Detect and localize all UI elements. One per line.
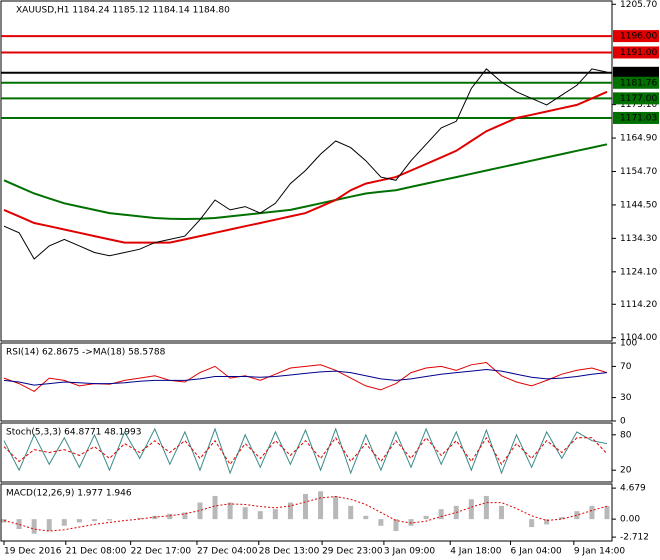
histogram-bar (393, 519, 399, 532)
histogram-bar (227, 502, 233, 520)
level-label: 1171.03 (620, 113, 657, 123)
series-line (3, 436, 608, 466)
panel-title: Stoch(5,3,3) 64.8771 48.1993 (6, 428, 141, 438)
y-tick-label: -2.712 (620, 533, 649, 543)
panel-title: MACD(12,26,9) 1.977 1.946 (6, 489, 132, 499)
x-tick-label: 6 Jan 04:00 (511, 547, 563, 557)
series-line (3, 427, 608, 475)
level-label: 1181.76 (620, 78, 657, 88)
y-tick-label: 1134.30 (620, 234, 657, 244)
histogram-bar (423, 515, 429, 520)
x-tick-label: 21 Dec 08:00 (66, 547, 127, 557)
histogram-bar (348, 505, 354, 520)
x-tick-label: 19 Dec 2016 (4, 547, 62, 557)
histogram-bar (76, 519, 82, 523)
x-tick-label: 29 Dec 23:00 (322, 547, 383, 557)
histogram-bar (167, 513, 173, 520)
histogram-bar (31, 519, 37, 534)
level-label: 1184.80 (620, 68, 657, 78)
series-line (3, 143, 608, 221)
panel-frame (0, 422, 613, 483)
level-label: 1177.00 (620, 94, 657, 104)
level-label-box (613, 92, 659, 105)
histogram-bar (604, 506, 610, 520)
level-label-box (613, 66, 659, 79)
histogram-bar (197, 502, 203, 520)
y-tick-label: 20 (620, 466, 632, 476)
histogram-bar (212, 495, 218, 520)
y-tick-label: 30 (620, 393, 632, 403)
series-line (3, 90, 608, 244)
histogram-bar (242, 507, 248, 520)
y-tick-label: 4.679 (620, 484, 646, 494)
y-tick-label: 1144.50 (620, 200, 657, 210)
x-tick-label: 22 Dec 17:00 (131, 547, 192, 557)
histogram-bar (559, 517, 565, 520)
level-label-box (613, 30, 659, 43)
panel-title: RSI(14) 62.8675 ->MA(18) 58.5788 (6, 348, 166, 358)
y-tick-label: 1114.20 (620, 300, 657, 310)
level-label: 1191.00 (620, 48, 657, 58)
panel-title: XAUUSD,H1 1184.24 1185.12 1184.14 1184.8… (16, 6, 230, 16)
y-tick-label: 1124.10 (620, 267, 657, 277)
series-line (3, 68, 608, 260)
series-line (3, 496, 608, 532)
histogram-bar (61, 519, 67, 526)
x-tick-label: 9 Jan 14:00 (574, 547, 626, 557)
y-tick-label: 80 (620, 430, 632, 440)
x-tick-label: 28 Dec 13:00 (259, 547, 320, 557)
histogram-bar (363, 515, 369, 520)
x-tick-label: 27 Dec 04:00 (197, 547, 258, 557)
y-tick-label: 1175.10 (620, 100, 657, 110)
histogram-bar (333, 495, 339, 520)
y-tick-label: 0.00 (620, 515, 640, 525)
histogram-bar (287, 502, 293, 520)
histogram-bar (529, 519, 535, 528)
histogram-bar (182, 512, 188, 520)
histogram-bar (544, 519, 550, 525)
histogram-bar (483, 495, 489, 520)
y-tick-label: 100 (620, 339, 637, 349)
histogram-bar (46, 519, 52, 532)
y-tick-label: 1104.00 (620, 333, 657, 343)
histogram-bar (137, 517, 143, 520)
histogram-bar (498, 505, 504, 520)
y-tick-label: 0 (620, 417, 626, 427)
y-tick-label: 1154.70 (620, 167, 657, 177)
level-label: 1196.00 (620, 32, 657, 42)
histogram-bar (408, 519, 414, 526)
histogram-bar (438, 509, 444, 520)
y-tick-label: 1205.70 (620, 0, 657, 10)
histogram-bar (16, 519, 22, 530)
histogram-bar (468, 499, 474, 520)
x-tick-label: 3 Jan 09:00 (384, 547, 436, 557)
histogram-bar (318, 491, 324, 520)
histogram-bar (91, 519, 97, 522)
level-label-box (613, 111, 659, 124)
histogram-bar (107, 519, 113, 521)
histogram-bar (378, 519, 384, 526)
histogram-bar (272, 509, 278, 520)
level-label-box (613, 46, 659, 59)
y-tick-label: 70 (620, 362, 632, 372)
x-tick-label: 4 Jan 18:00 (450, 547, 502, 557)
series-line (3, 368, 608, 386)
level-label-box (613, 76, 659, 89)
histogram-bar (589, 505, 595, 520)
y-tick-label: 1164.90 (620, 134, 657, 144)
histogram-bar (574, 511, 580, 520)
histogram-bar (303, 493, 308, 520)
histogram-bar (257, 511, 263, 520)
panel-frame (0, 483, 613, 542)
panel-frame (0, 342, 613, 422)
